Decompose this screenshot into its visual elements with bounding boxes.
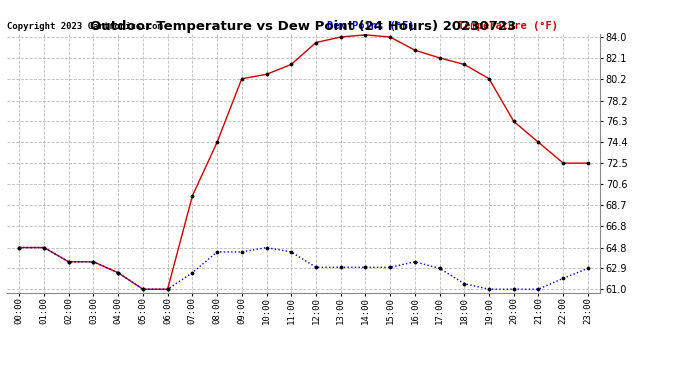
Title: Outdoor Temperature vs Dew Point (24 Hours) 20230723: Outdoor Temperature vs Dew Point (24 Hou… bbox=[90, 20, 517, 33]
Text: Copyright 2023 Cartronics.com: Copyright 2023 Cartronics.com bbox=[7, 22, 163, 31]
Text: Temperature (°F): Temperature (°F) bbox=[458, 21, 558, 31]
Text: Dew Point (°F): Dew Point (°F) bbox=[327, 21, 415, 31]
